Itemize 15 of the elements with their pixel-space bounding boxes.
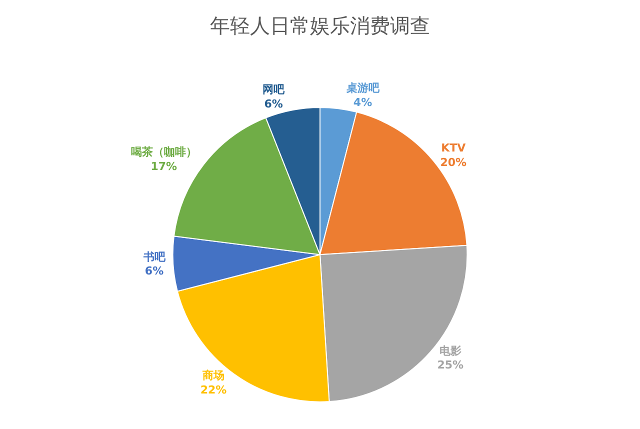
- slice-label: 网吧: [262, 83, 286, 96]
- chart-title: 年轻人日常娱乐消费调查: [210, 14, 430, 38]
- slice-label: KTV: [441, 142, 466, 155]
- slice-label: 喝茶（咖啡）: [130, 146, 197, 159]
- data-label: 17%: [150, 160, 178, 173]
- data-label: 4%: [353, 96, 372, 109]
- slice-label: 桌游吧: [345, 82, 380, 95]
- data-label: 25%: [437, 358, 464, 372]
- data-label: 22%: [200, 383, 227, 396]
- data-label: 6%: [264, 98, 283, 111]
- data-label: 20%: [440, 156, 467, 169]
- slice-label: 电影: [439, 344, 462, 358]
- slice-label: 书吧: [142, 250, 166, 264]
- slice-label: 商场: [201, 368, 224, 382]
- data-label: 6%: [144, 264, 164, 278]
